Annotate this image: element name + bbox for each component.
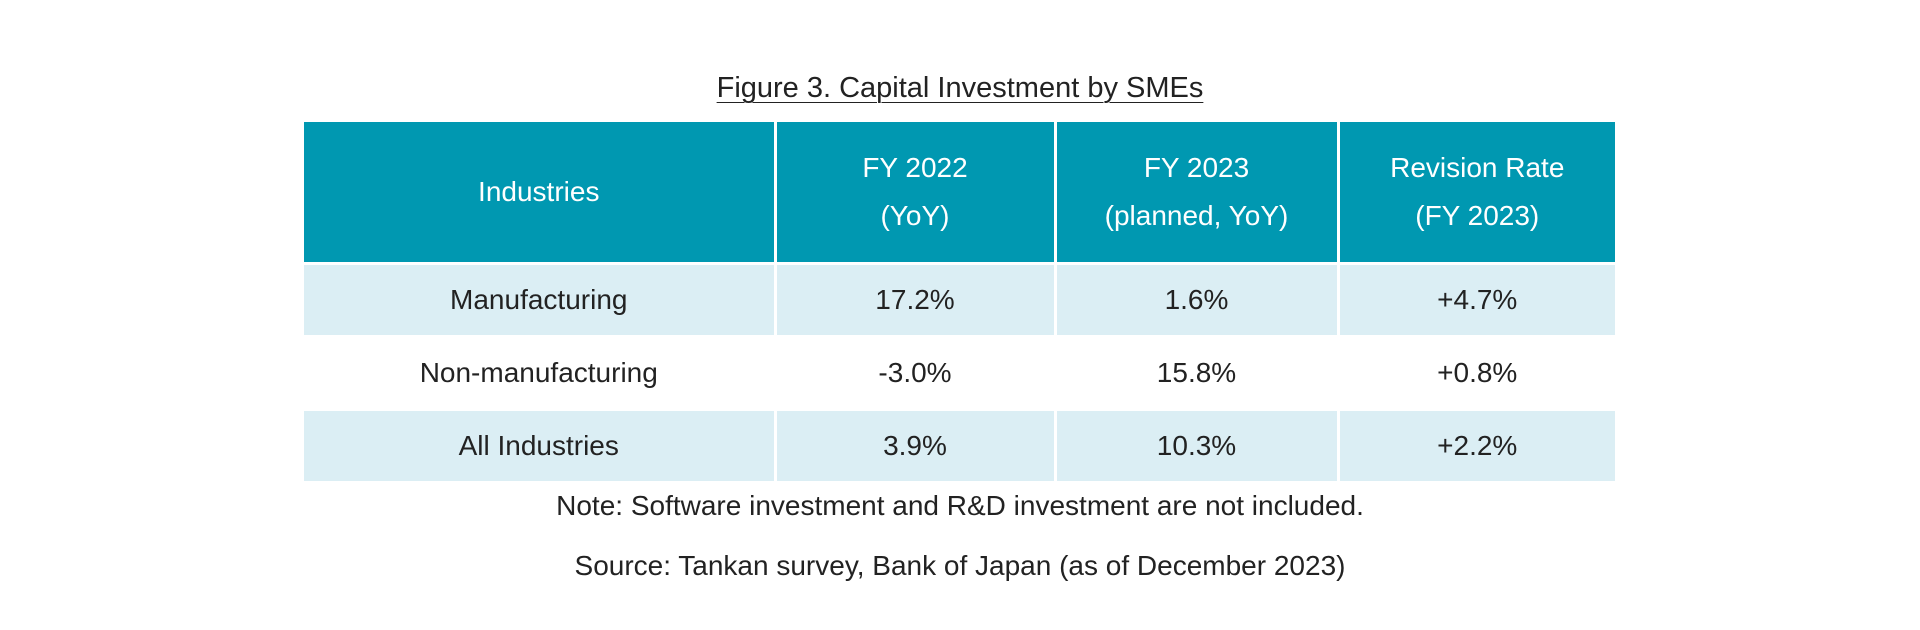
header-fy2023: FY 2023 (planned, YoY) [1053, 122, 1340, 264]
table-row: Non-manufacturing -3.0% 15.8% +0.8% [304, 336, 1615, 410]
cell-fy2023: 10.3% [1053, 409, 1340, 481]
cell-revision: +0.8% [1336, 336, 1615, 410]
figure-title: Figure 3. Capital Investment by SMEs [716, 72, 1204, 104]
cell-industry: All Industries [304, 409, 777, 481]
header-industries: Industries [304, 122, 777, 264]
table-row: Manufacturing 17.2% 1.6% +4.7% [304, 263, 1615, 337]
cell-revision: +2.2% [1336, 409, 1615, 481]
cell-industry: Non-manufacturing [304, 336, 777, 410]
cell-fy2023: 1.6% [1053, 263, 1340, 337]
capital-investment-table: Industries FY 2022 (YoY) FY 2023 (planned,… [304, 122, 1615, 481]
cell-fy2022: 3.9% [773, 409, 1057, 481]
cell-revision: +4.7% [1336, 263, 1615, 337]
cell-fy2022: 17.2% [773, 263, 1057, 337]
note-text: Note: Software investment and R&D invest… [556, 490, 1364, 521]
header-row: Industries FY 2022 (YoY) FY 2023 (planned,… [304, 122, 1615, 264]
header-revision-rate: Revision Rate (FY 2023) [1336, 122, 1615, 264]
cell-industry: Manufacturing [304, 263, 777, 337]
header-fy2022: FY 2022 (YoY) [773, 122, 1057, 264]
cell-fy2022: -3.0% [773, 336, 1057, 410]
table-row: All Industries 3.9% 10.3% +2.2% [304, 409, 1615, 481]
source-text: Source: Tankan survey, Bank of Japan (as… [574, 550, 1346, 581]
cell-fy2023: 15.8% [1053, 336, 1340, 410]
